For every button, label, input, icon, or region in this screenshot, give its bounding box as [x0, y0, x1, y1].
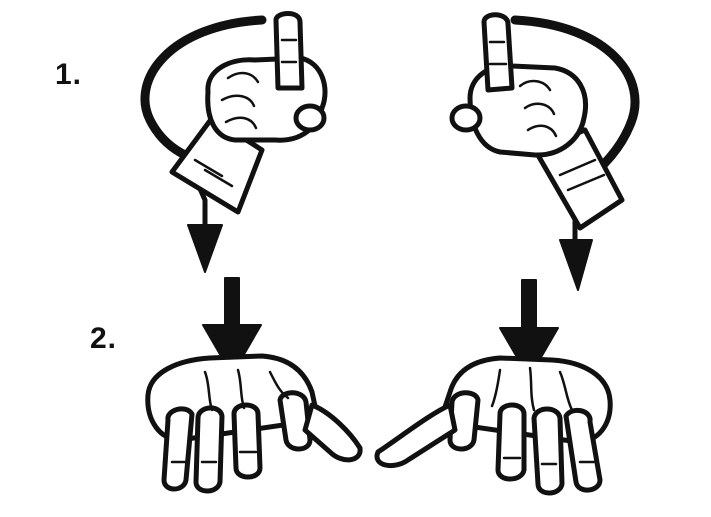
- left-index-hand-icon: [169, 11, 328, 215]
- left-flat-hand-icon: [145, 353, 363, 494]
- right-index-hand-icon: [449, 12, 625, 231]
- step-2-label: 2.: [90, 322, 118, 355]
- right-flat-hand-icon: [374, 355, 613, 496]
- step-1-label: 1.: [55, 58, 83, 91]
- right-down-arrow-icon: [499, 279, 559, 379]
- left-down-arrow-icon: [202, 277, 262, 376]
